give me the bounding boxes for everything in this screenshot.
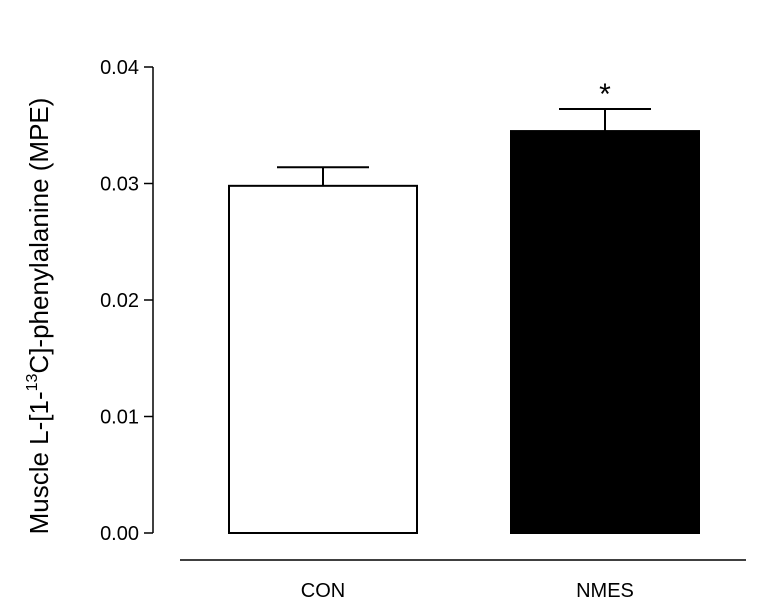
y-tick-label: 0.02 [100, 290, 139, 312]
significance-marker: * [599, 78, 611, 111]
y-tick-label: 0.04 [100, 57, 139, 79]
x-category-label: NMES [576, 580, 634, 602]
axes: 0.00 0.01 0.02 0.03 0.04 CON NMES [100, 57, 746, 602]
y-tick-label: 0.03 [100, 174, 139, 196]
x-category-label: CON [301, 580, 345, 602]
y-axis-label-suffix: C]-phenylalanine (MPE) [24, 98, 54, 374]
y-axis-label-superscript: 13 [24, 373, 41, 391]
bar-nmes [510, 130, 700, 534]
bars: * [228, 78, 700, 535]
y-tick-label: 0.00 [100, 523, 139, 545]
y-axis-label: Muscle L-[1-13C]-phenylalanine (MPE) [24, 98, 54, 535]
y-tick-label: 0.01 [100, 407, 139, 429]
y-axis-label-prefix: Muscle L-[1- [24, 391, 54, 534]
bar-con [228, 184, 418, 535]
